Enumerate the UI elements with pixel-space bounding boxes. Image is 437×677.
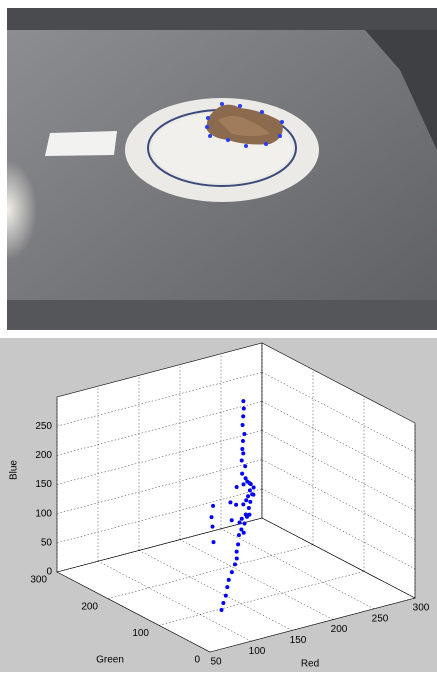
scatter-point <box>241 451 245 455</box>
scatter-point <box>237 533 241 537</box>
scatter-point <box>240 458 244 462</box>
y-axis-label: Green <box>96 655 124 666</box>
scatter-point <box>241 423 245 427</box>
scatter-point <box>252 486 256 490</box>
x-tick-label: 200 <box>331 624 348 635</box>
z-tick-label: 0 <box>46 567 52 578</box>
scatter-point <box>244 498 248 502</box>
scatter-point <box>233 562 237 566</box>
scatter-point <box>227 578 231 582</box>
scatter-point <box>230 570 234 574</box>
y-tick-label: 100 <box>132 628 149 639</box>
scatter-point <box>238 520 242 524</box>
z-tick-label: 250 <box>35 421 52 432</box>
scatter-point <box>236 542 240 546</box>
scatter-point <box>247 506 251 510</box>
scatter-point <box>242 432 246 436</box>
y-tick-label: 200 <box>81 601 98 612</box>
scatter-point <box>235 485 239 489</box>
scatter-point <box>211 525 215 529</box>
scatter-point <box>243 464 247 468</box>
scatter-point <box>240 517 244 521</box>
x-tick-label: 150 <box>290 635 307 646</box>
scatter-point <box>224 594 228 598</box>
scatter-point <box>240 472 244 476</box>
scatter-point <box>249 482 253 486</box>
scatter-point <box>221 601 225 605</box>
scatter-point <box>211 504 215 508</box>
scatter-point <box>241 439 245 443</box>
scatter-point <box>242 482 246 486</box>
photo <box>7 8 437 330</box>
x-tick-label: 300 <box>413 603 430 614</box>
figure: 5010015020025030001002003000501001502002… <box>0 0 437 672</box>
scatter-point <box>240 447 244 451</box>
x-tick-label: 50 <box>210 657 222 668</box>
scatter-point <box>243 521 247 525</box>
scatter-point <box>241 502 245 506</box>
scatter-point <box>241 399 245 403</box>
scatter-point <box>212 540 216 544</box>
x-tick-label: 100 <box>249 646 266 657</box>
scatter-point <box>225 585 229 589</box>
scatter-point <box>241 414 245 418</box>
scatter-point <box>246 494 250 498</box>
scatter-point <box>248 500 252 504</box>
z-axis-label: Blue <box>9 460 20 480</box>
scatter-point <box>210 515 214 519</box>
scatter-point <box>242 406 246 410</box>
scatter-point <box>228 500 232 504</box>
scatter-point <box>247 513 251 517</box>
scatter-point <box>248 488 252 492</box>
z-tick-label: 50 <box>41 537 53 548</box>
scatter-point <box>235 557 239 561</box>
x-axis-label: Red <box>301 659 319 670</box>
scatter-point <box>239 527 243 531</box>
page: 5010015020025030001002003000501001502002… <box>0 0 437 672</box>
z-tick-label: 100 <box>35 508 52 519</box>
scatter-point <box>220 608 224 612</box>
y-tick-label: 0 <box>194 655 200 666</box>
z-tick-label: 150 <box>35 479 52 490</box>
scatter-point <box>251 493 255 497</box>
y-tick-label: 300 <box>30 575 47 586</box>
scatter-point <box>235 550 239 554</box>
z-tick-label: 200 <box>35 450 52 461</box>
scatter-point <box>242 531 246 535</box>
x-tick-label: 250 <box>372 613 389 624</box>
scatter-point <box>234 503 238 507</box>
scatter-point <box>230 518 234 522</box>
